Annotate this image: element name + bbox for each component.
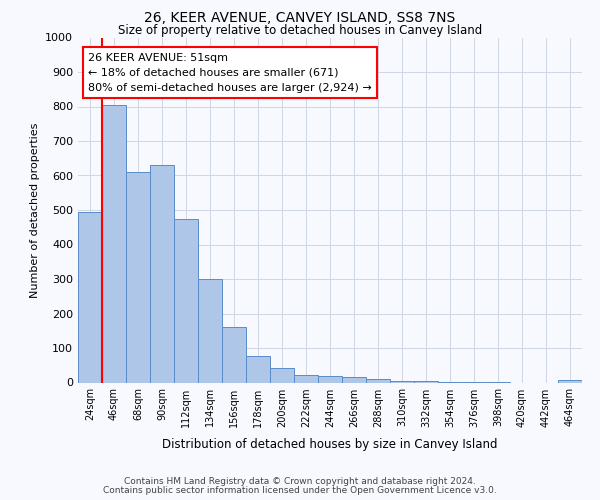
Text: 26, KEER AVENUE, CANVEY ISLAND, SS8 7NS: 26, KEER AVENUE, CANVEY ISLAND, SS8 7NS [145, 11, 455, 25]
Y-axis label: Number of detached properties: Number of detached properties [29, 122, 40, 298]
Bar [198, 279, 222, 382]
Bar [174, 218, 198, 382]
Bar [558, 380, 582, 382]
Bar [390, 381, 414, 382]
Bar [246, 356, 270, 382]
Text: Size of property relative to detached houses in Canvey Island: Size of property relative to detached ho… [118, 24, 482, 37]
Bar [342, 378, 366, 382]
Bar [78, 212, 102, 382]
Text: 26 KEER AVENUE: 51sqm
← 18% of detached houses are smaller (671)
80% of semi-det: 26 KEER AVENUE: 51sqm ← 18% of detached … [88, 53, 372, 92]
Bar [366, 379, 390, 382]
Bar [150, 165, 174, 382]
Bar [294, 375, 318, 382]
Bar [318, 376, 342, 382]
Bar [126, 172, 150, 382]
Text: Contains public sector information licensed under the Open Government Licence v3: Contains public sector information licen… [103, 486, 497, 495]
Text: Contains HM Land Registry data © Crown copyright and database right 2024.: Contains HM Land Registry data © Crown c… [124, 477, 476, 486]
Bar [222, 328, 246, 382]
Bar [102, 105, 126, 382]
Bar [270, 368, 294, 382]
X-axis label: Distribution of detached houses by size in Canvey Island: Distribution of detached houses by size … [162, 438, 498, 451]
